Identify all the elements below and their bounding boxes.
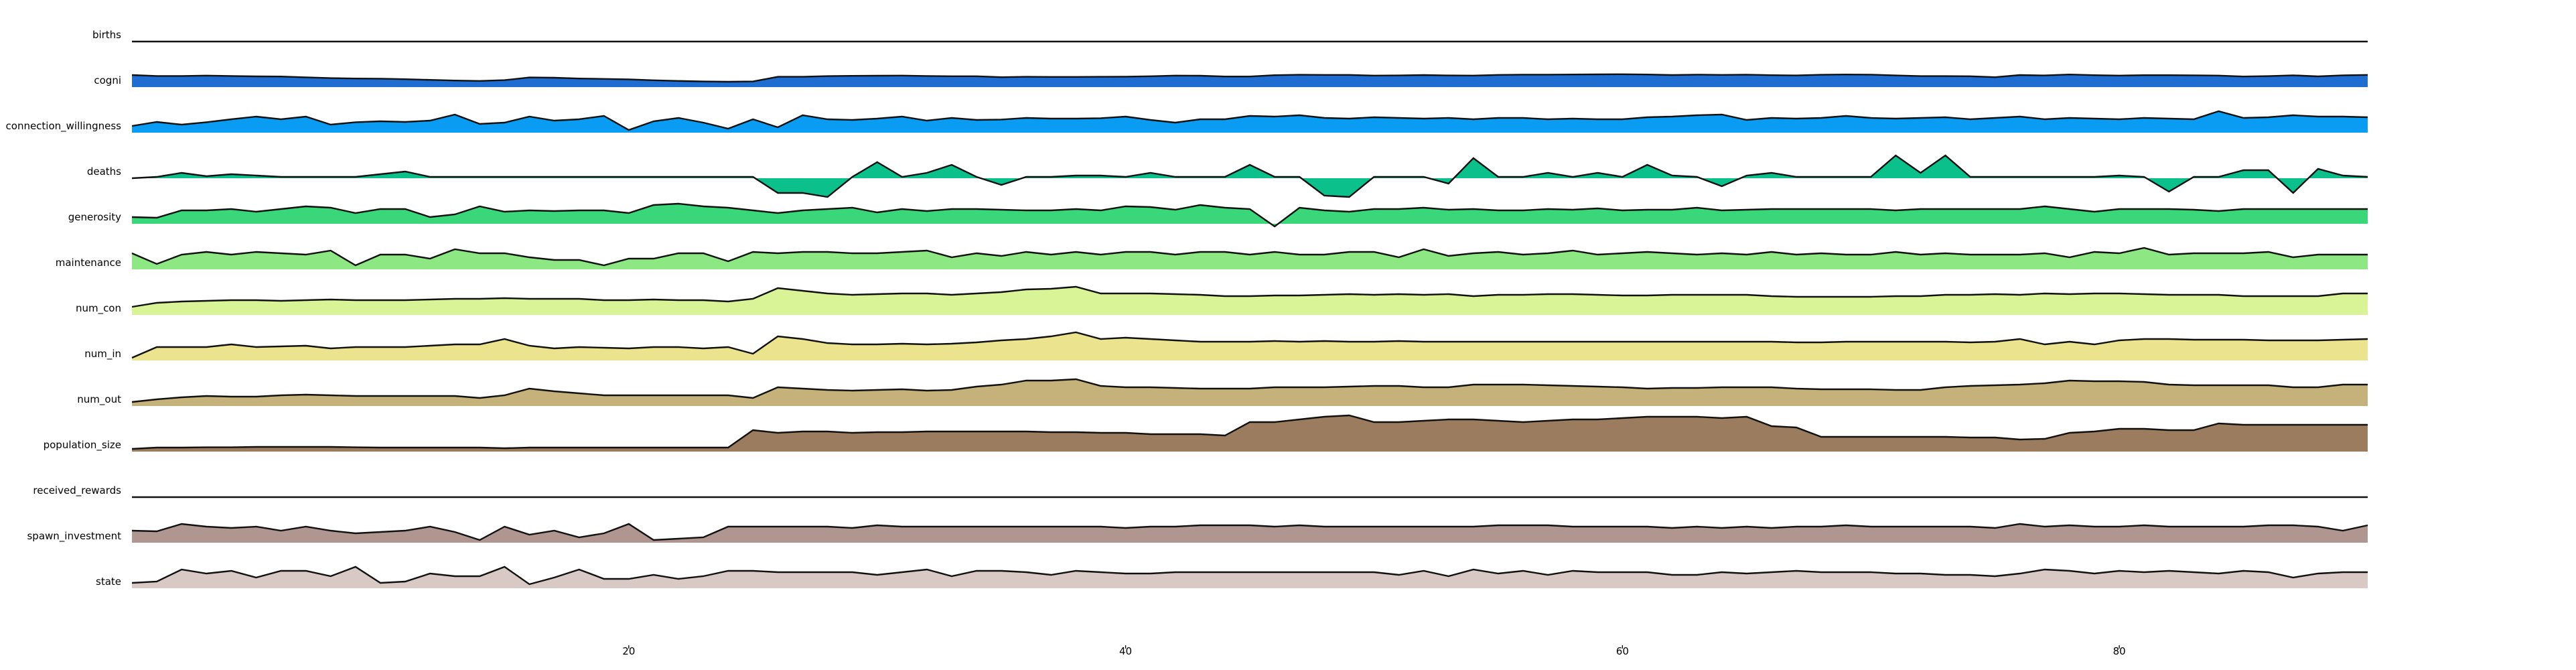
- series-line-spawn-investment: [131, 523, 2368, 541]
- series-label-received-rewards: received_rewards: [33, 484, 121, 497]
- series-area-cogni: [132, 74, 2368, 87]
- series-label-births: births: [92, 29, 121, 41]
- series-line-num-con: [131, 285, 2368, 308]
- series-area-state: [132, 567, 2368, 588]
- x-tick-label: 80: [2113, 645, 2126, 657]
- series-line-population-size: [131, 414, 2368, 450]
- x-tick-label: 20: [622, 645, 635, 657]
- x-tick-label: 60: [1616, 645, 1629, 657]
- x-axis: 20 40 60 80: [622, 645, 2126, 657]
- series-line-state: [131, 565, 2368, 586]
- series-line-maintenance: [131, 247, 2368, 267]
- series-label-num-con: num_con: [76, 302, 121, 315]
- series-label-num-in: num_in: [84, 348, 121, 360]
- series-area-num-in: [132, 332, 2368, 360]
- series-area-num-con: [132, 287, 2368, 315]
- series-label-population-size: population_size: [44, 439, 121, 452]
- series-label-deaths: deaths: [87, 165, 121, 178]
- series-line-cogni: [131, 73, 2368, 83]
- series-label-connection-willingness: connection_willingness: [6, 120, 122, 133]
- series-label-cogni: cogni: [94, 74, 121, 86]
- series-label-spawn-investment: spawn_investment: [27, 530, 121, 543]
- series-label-state: state: [96, 576, 121, 588]
- series-area-connection-willingness: [132, 111, 2368, 133]
- series-line-deaths: [131, 154, 2368, 198]
- series-label-maintenance: maintenance: [56, 257, 121, 269]
- series-area-num-out: [132, 379, 2368, 406]
- x-tick-label: 40: [1119, 645, 1132, 657]
- series-area-deaths: [132, 155, 2368, 197]
- series-area-spawn-investment: [132, 524, 2368, 543]
- series-area-population-size: [132, 415, 2368, 452]
- series-label-num-out: num_out: [77, 393, 121, 406]
- series-line-connection-willingness: [131, 110, 2368, 131]
- series-line-num-in: [131, 331, 2368, 359]
- series-label-generosity: generosity: [68, 211, 121, 223]
- series-line-num-out: [131, 378, 2368, 403]
- series-line-generosity: [131, 202, 2368, 228]
